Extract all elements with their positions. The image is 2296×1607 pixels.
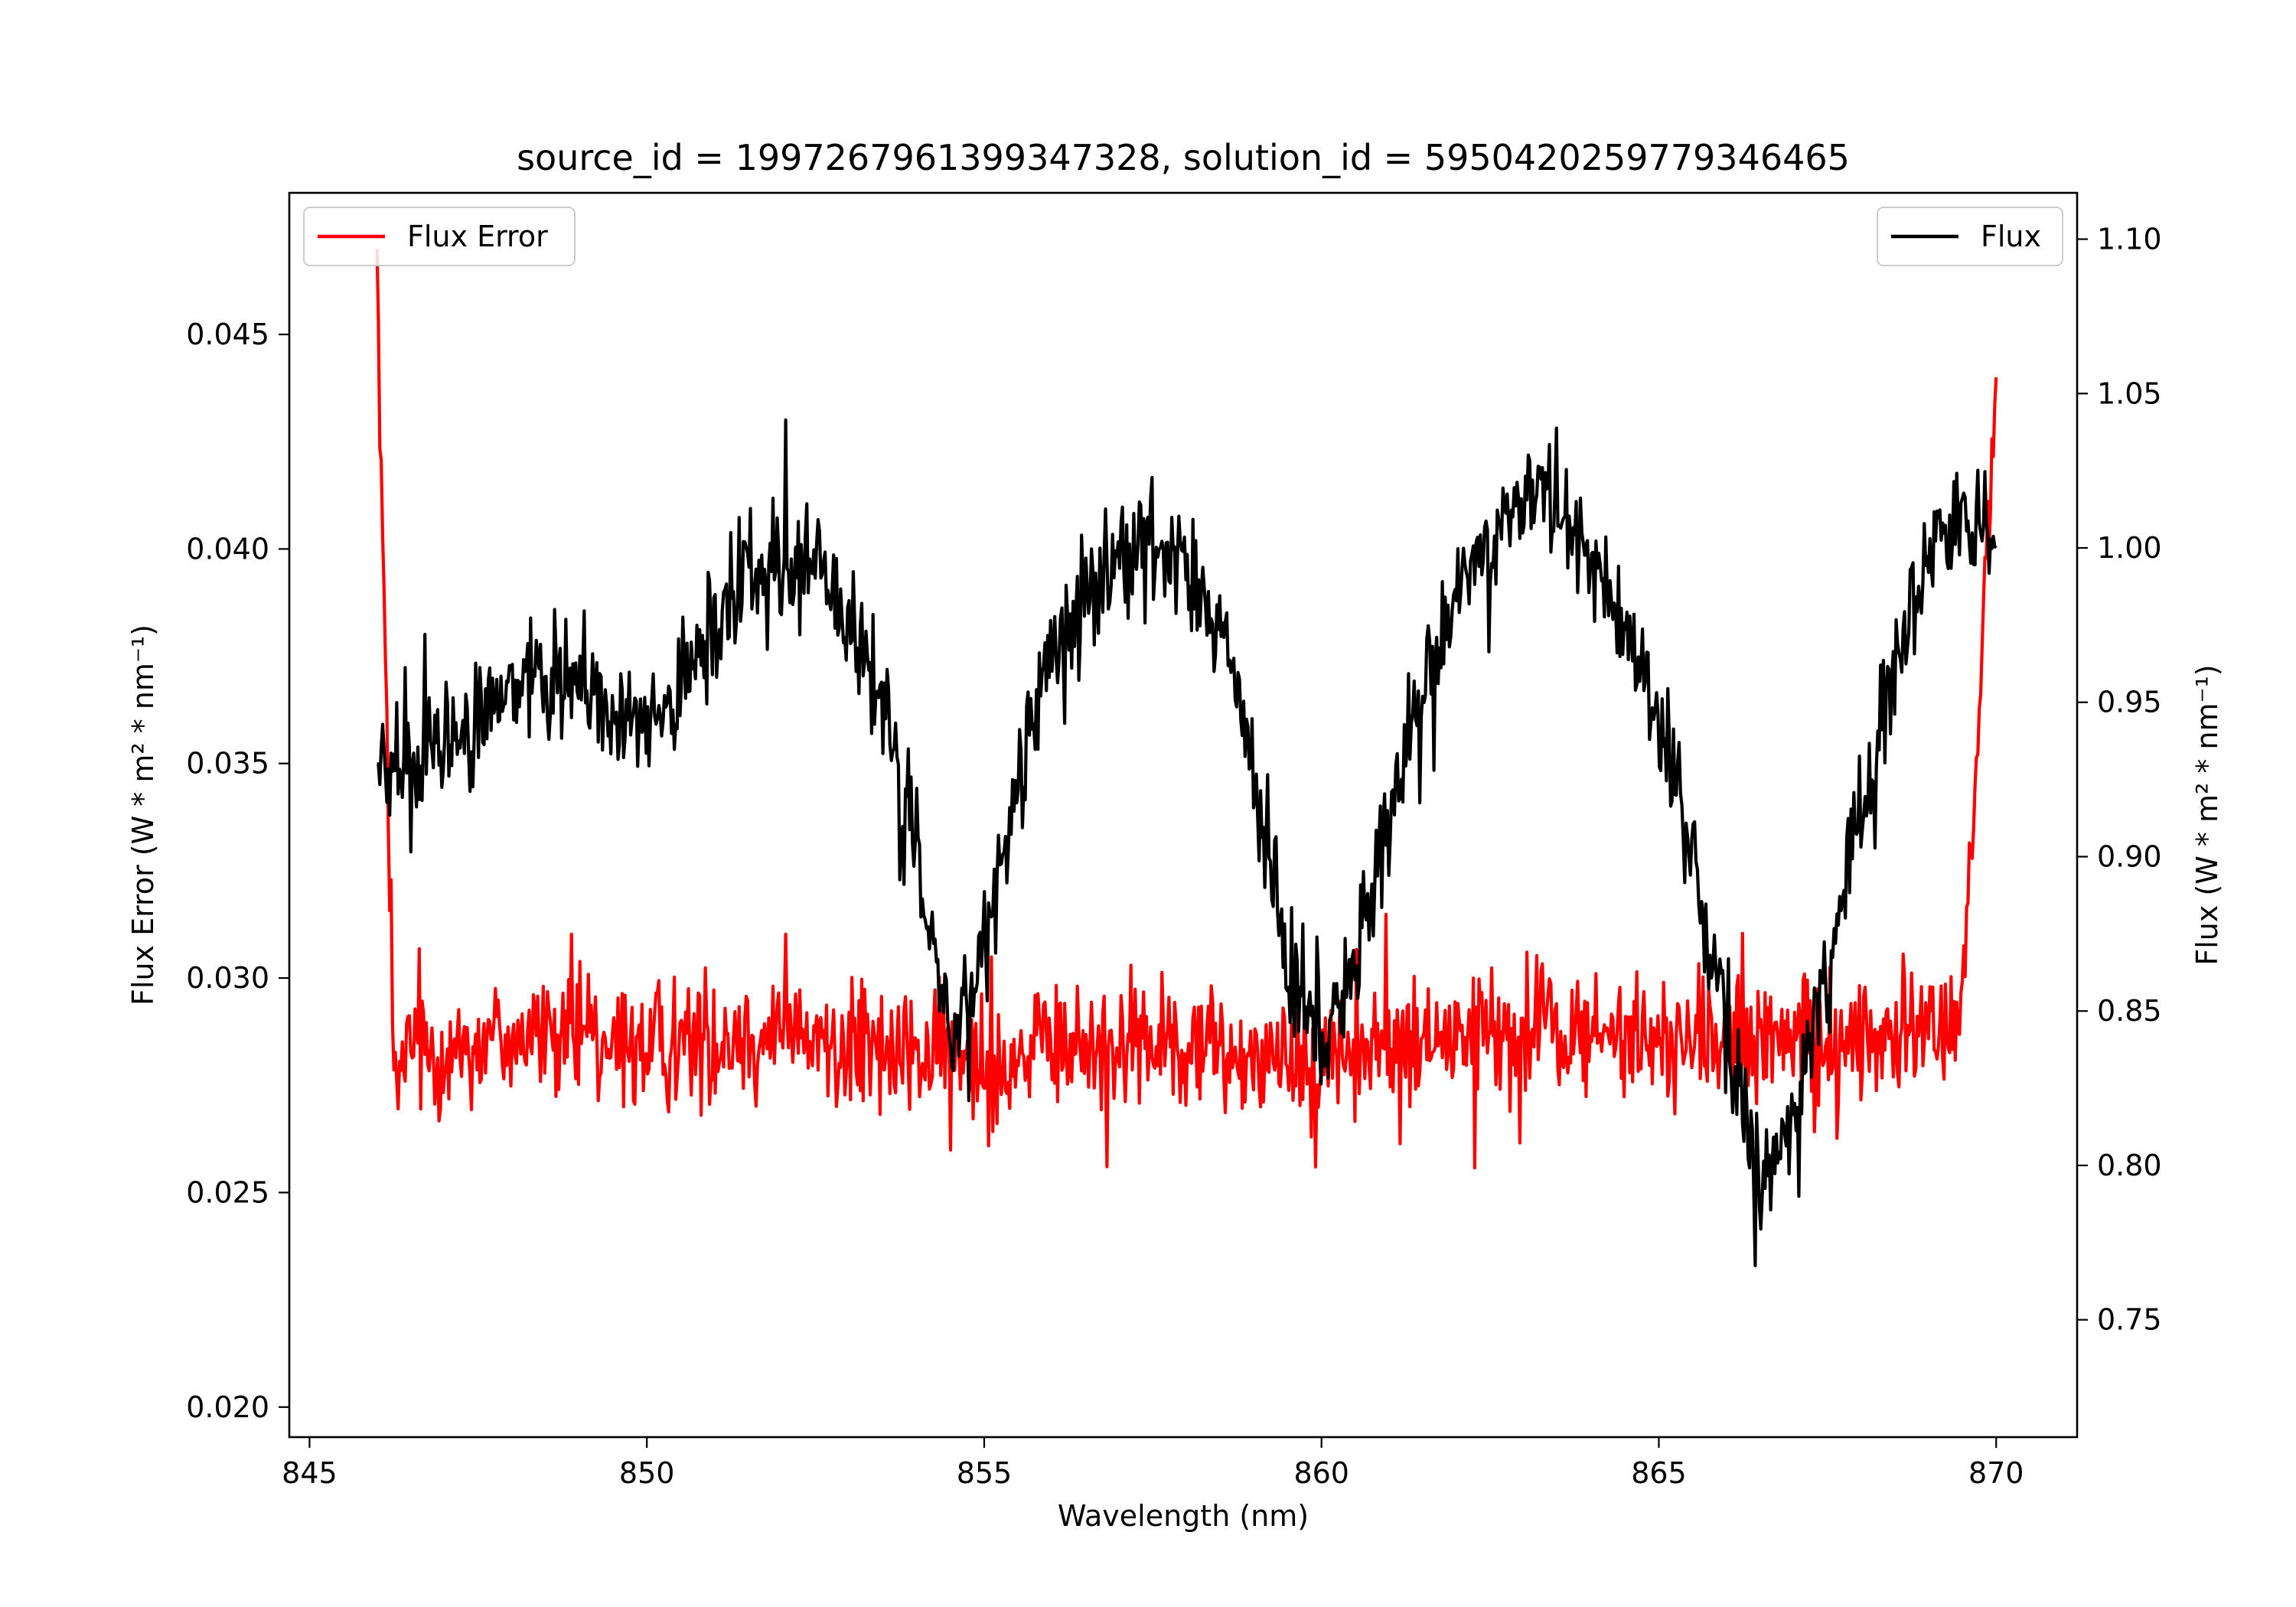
- y-left-tick-label: 0.045: [186, 318, 269, 351]
- x-tick-label: 845: [282, 1456, 338, 1490]
- plot-frame: [288, 191, 2079, 1439]
- x-tick-label: 855: [957, 1456, 1013, 1490]
- y-right-tick-label: 1.05: [2097, 376, 2162, 410]
- x-tick-label: 865: [1631, 1456, 1687, 1490]
- y-right-tick-label: 0.80: [2097, 1149, 2162, 1182]
- y-right-tick-label: 0.85: [2097, 994, 2162, 1028]
- legend-flux-error-label: Flux Error: [407, 220, 548, 253]
- y-right-tick-label: 0.75: [2097, 1303, 2162, 1337]
- x-tick-label: 870: [1968, 1456, 2024, 1490]
- legend-flux-box: [1877, 207, 2063, 266]
- x-tick-label: 860: [1293, 1456, 1349, 1490]
- flux-line: [377, 418, 1998, 1267]
- chart-title: source_id = 1997267961399347328, solutio…: [517, 137, 1850, 178]
- x-tick-label: 850: [619, 1456, 675, 1490]
- legend-flux-error-box: [303, 207, 576, 266]
- legend-flux: Flux: [1877, 207, 2063, 266]
- y-axis-right: 0.75 0.80 0.85 0.90 0.95 1.00 1.05 1.10: [2077, 223, 2162, 1337]
- x-axis: 845 850 855 860 865 870: [282, 1437, 2024, 1490]
- y-axis-left: 0.020 0.025 0.030 0.035 0.040 0.045: [186, 318, 289, 1424]
- legend-flux-label: Flux: [1981, 220, 2041, 253]
- y-axis-right-label: Flux (W * m² * nm⁻¹): [2190, 664, 2224, 965]
- x-axis-label: Wavelength (nm): [1058, 1499, 1309, 1533]
- y-axis-left-label: Flux Error (W * m² * nm⁻¹): [126, 624, 160, 1006]
- y-right-tick-label: 0.95: [2097, 686, 2162, 719]
- y-right-tick-label: 0.90: [2097, 839, 2162, 873]
- legend-flux-error: Flux Error: [303, 207, 576, 266]
- y-right-tick-label: 1.00: [2097, 531, 2162, 565]
- y-left-tick-label: 0.020: [186, 1390, 269, 1424]
- y-left-tick-label: 0.040: [186, 532, 269, 566]
- y-left-tick-label: 0.035: [186, 747, 269, 781]
- y-left-tick-label: 0.025: [186, 1175, 269, 1209]
- y-left-tick-label: 0.030: [186, 961, 269, 995]
- flux-series: [377, 418, 1998, 1267]
- y-right-tick-label: 1.10: [2097, 223, 2162, 256]
